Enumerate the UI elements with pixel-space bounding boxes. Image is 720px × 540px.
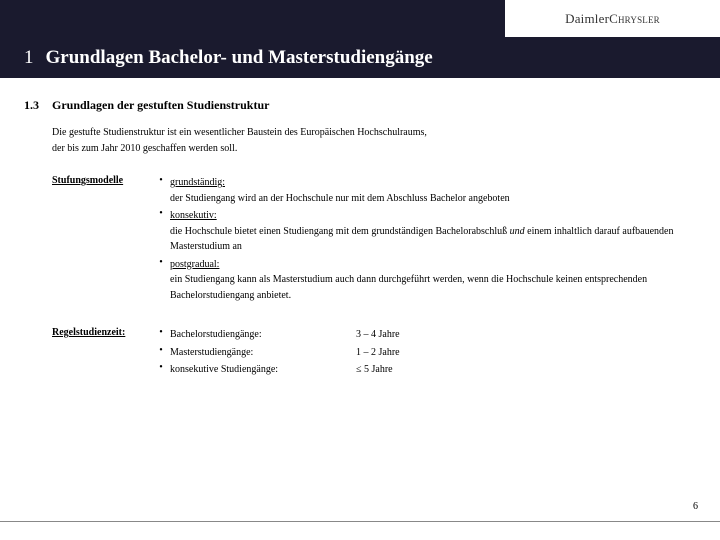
bullet-icon: •	[152, 362, 170, 378]
list-item: • konsekutiv: die Hochschule bietet eine…	[152, 208, 696, 255]
list-item: • grundständig: der Studiengang wird an …	[152, 175, 696, 206]
bullet-icon: •	[152, 257, 170, 304]
model-desc: der Studiengang wird an der Hochschule n…	[170, 193, 510, 204]
duration-value: ≤ 5 Jahre	[320, 362, 410, 378]
chapter-header: 1 Grundlagen Bachelor- und Masterstudien…	[0, 38, 720, 78]
page-number: 6	[693, 501, 698, 512]
bullet-icon: •	[152, 208, 170, 255]
bullet-icon: •	[152, 327, 170, 343]
duration-value: 3 – 4 Jahre	[320, 327, 410, 343]
brand-part1: Daimler	[565, 11, 609, 26]
intro-line: Die gestufte Studienstruktur ist ein wes…	[52, 125, 696, 141]
duration-value: 1 – 2 Jahre	[320, 345, 410, 361]
models-label: Stufungsmodelle	[52, 175, 152, 305]
brand-part2: Chrysler	[609, 11, 660, 26]
duration-name: konsekutive Studiengänge:	[170, 362, 320, 378]
list-item: • postgradual: ein Studiengang kann als …	[152, 257, 696, 304]
model-desc-pre: die Hochschule bietet einen Studiengang …	[170, 226, 510, 237]
intro-line: der bis zum Jahr 2010 geschaffen werden …	[52, 141, 696, 157]
model-term: konsekutiv:	[170, 210, 217, 221]
top-banner-right: DaimlerChrysler	[505, 0, 720, 38]
list-item: • konsekutive Studiengänge: ≤ 5 Jahre	[152, 362, 696, 378]
model-desc-italic: und	[510, 226, 525, 237]
brand-logo: DaimlerChrysler	[565, 11, 660, 27]
models-body: • grundständig: der Studiengang wird an …	[152, 175, 696, 305]
duration-row: Regelstudienzeit: • Bachelorstudiengänge…	[52, 327, 696, 380]
bullet-icon: •	[152, 175, 170, 206]
duration-label: Regelstudienzeit:	[52, 327, 152, 380]
section-heading: 1.3 Grundlagen der gestuften Studienstru…	[24, 98, 696, 113]
footer-divider	[0, 521, 720, 522]
model-term: grundständig:	[170, 177, 225, 188]
chapter-number: 1	[24, 47, 34, 69]
list-item: • Bachelorstudiengänge: 3 – 4 Jahre	[152, 327, 696, 343]
content-area: 1.3 Grundlagen der gestuften Studienstru…	[0, 78, 720, 380]
list-item: • Masterstudiengänge: 1 – 2 Jahre	[152, 345, 696, 361]
section-title: Grundlagen der gestuften Studienstruktur	[52, 98, 269, 112]
models-row: Stufungsmodelle • grundständig: der Stud…	[52, 175, 696, 305]
model-desc: ein Studiengang kann als Masterstudium a…	[170, 274, 647, 301]
duration-name: Bachelorstudiengänge:	[170, 327, 320, 343]
duration-body: • Bachelorstudiengänge: 3 – 4 Jahre • Ma…	[152, 327, 696, 380]
top-banner: DaimlerChrysler	[0, 0, 720, 38]
model-term: postgradual:	[170, 259, 219, 270]
chapter-title: Grundlagen Bachelor- und Masterstudiengä…	[46, 47, 433, 69]
duration-name: Masterstudiengänge:	[170, 345, 320, 361]
intro-text: Die gestufte Studienstruktur ist ein wes…	[52, 125, 696, 157]
bullet-icon: •	[152, 345, 170, 361]
top-banner-left	[0, 0, 505, 38]
section-number: 1.3	[24, 98, 39, 112]
